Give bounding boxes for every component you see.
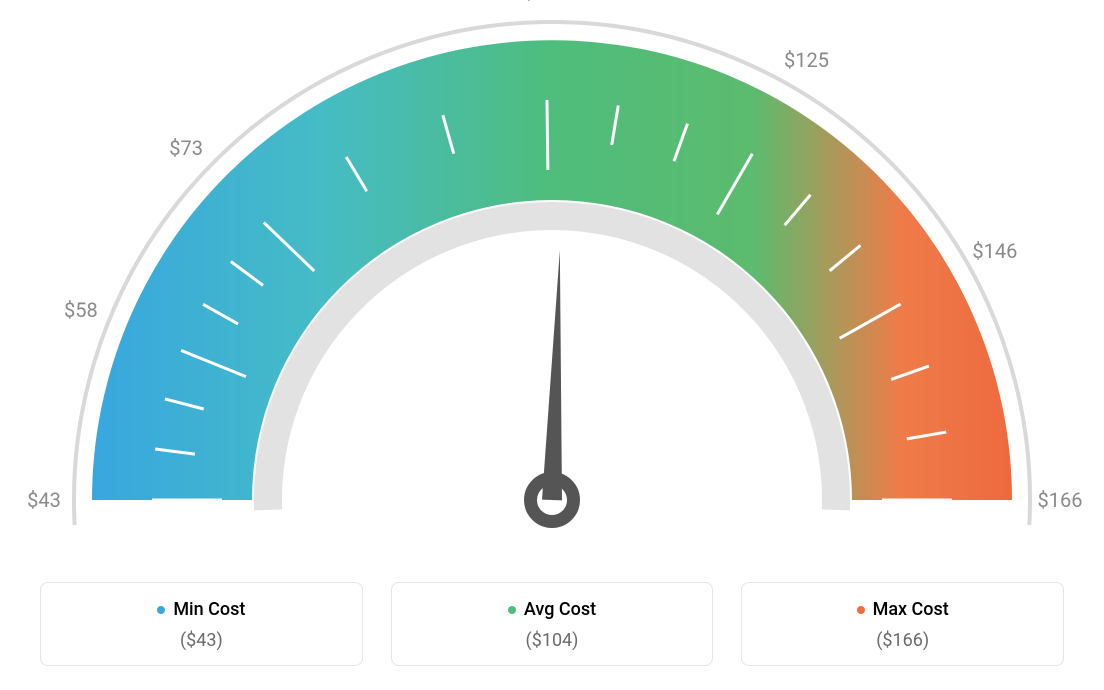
legend-label-min: Min Cost (173, 599, 245, 620)
legend-dot-min (157, 606, 165, 614)
legend-label-avg: Avg Cost (524, 599, 596, 620)
tick-label: $125 (784, 48, 829, 72)
legend-value-min: ($43) (51, 630, 352, 651)
tick-label: $146 (972, 239, 1017, 263)
legend-value-avg: ($104) (402, 630, 703, 651)
legend-card-min: Min Cost ($43) (40, 582, 363, 667)
legend-title-avg: Avg Cost (508, 599, 596, 620)
legend-card-avg: Avg Cost ($104) (391, 582, 714, 667)
legend-title-min: Min Cost (157, 599, 245, 620)
tick-label: $73 (169, 136, 203, 160)
gauge-svg (0, 0, 1104, 560)
legend-row: Min Cost ($43) Avg Cost ($104) Max Cost … (40, 582, 1064, 667)
legend-title-max: Max Cost (857, 599, 949, 620)
tick-label: $166 (1038, 488, 1083, 512)
legend-dot-avg (508, 606, 516, 614)
gauge-area: $43 $58 $73 $104 $125 $146 $166 (0, 0, 1104, 560)
legend-card-max: Max Cost ($166) (741, 582, 1064, 667)
legend-label-max: Max Cost (873, 599, 949, 620)
tick-label: $43 (27, 488, 61, 512)
tick-label: $58 (64, 298, 98, 322)
gauge-chart-container: $43 $58 $73 $104 $125 $146 $166 Min Cost ($43)… (0, 0, 1104, 690)
tick-label: $104 (523, 0, 568, 4)
legend-dot-max (857, 606, 865, 614)
legend-value-max: ($166) (752, 630, 1053, 651)
